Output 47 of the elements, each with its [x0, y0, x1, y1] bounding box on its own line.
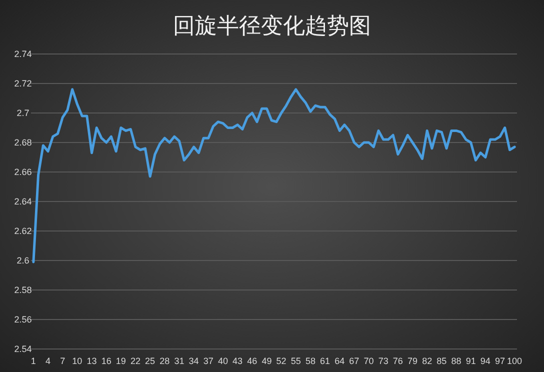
- x-tick-label: 22: [130, 356, 140, 366]
- chart-title: 回旋半径变化趋势图: [173, 13, 371, 38]
- y-tick-label: 2.56: [14, 314, 32, 324]
- x-tick-label: 58: [305, 356, 316, 366]
- x-tick-label: 55: [290, 356, 301, 366]
- x-tick-label: 97: [494, 356, 505, 366]
- y-tick-label: 2.62: [14, 226, 32, 236]
- x-tick-label: 46: [247, 356, 258, 366]
- x-tick-label: 7: [60, 356, 66, 366]
- x-tick-label: 25: [145, 356, 156, 366]
- line-series: [32, 88, 516, 264]
- x-tick-label: 94: [480, 356, 490, 366]
- y-tick-label: 2.6: [16, 256, 30, 266]
- x-tick-label: 13: [86, 356, 97, 366]
- x-tick-label: 76: [392, 356, 403, 366]
- y-tick-label: 2.72: [14, 78, 32, 88]
- x-tick-label: 73: [378, 356, 388, 366]
- x-tick-label: 91: [466, 356, 476, 366]
- x-tick-label: 52: [276, 356, 286, 366]
- x-tick-label: 67: [349, 356, 360, 366]
- x-tick-label: 61: [320, 356, 330, 366]
- x-tick-label: 28: [160, 356, 170, 366]
- x-tick-label: 19: [116, 356, 126, 366]
- x-tick-label: 43: [232, 356, 243, 366]
- x-tick-label: 31: [174, 356, 184, 366]
- y-tick-label: 2.64: [14, 196, 32, 206]
- x-tick-label: 10: [72, 356, 82, 366]
- x-tick-label: 40: [218, 356, 228, 366]
- x-tick-label: 100: [507, 356, 522, 366]
- x-tick-label: 64: [334, 356, 345, 366]
- x-tick-label: 85: [436, 356, 447, 366]
- y-tick-label: 2.54: [14, 344, 32, 354]
- x-tick-label: 1: [30, 356, 36, 366]
- y-tick-label: 2.66: [14, 167, 32, 177]
- y-tick-label: 2.74: [14, 49, 32, 59]
- x-tick-label: 70: [364, 356, 374, 366]
- x-tick-label: 88: [451, 356, 462, 366]
- x-tick-label: 79: [408, 356, 418, 366]
- y-tick-label: 2.7: [16, 108, 30, 118]
- x-tick-label: 37: [203, 356, 214, 366]
- x-tick-label: 34: [188, 356, 199, 366]
- x-tick-label: 82: [422, 356, 432, 366]
- x-tick-label: 4: [46, 356, 51, 366]
- y-tick-label: 2.68: [14, 138, 32, 148]
- y-tick-label: 2.58: [14, 285, 32, 295]
- x-tick-label: 16: [101, 356, 112, 366]
- x-tick-label: 49: [262, 356, 272, 366]
